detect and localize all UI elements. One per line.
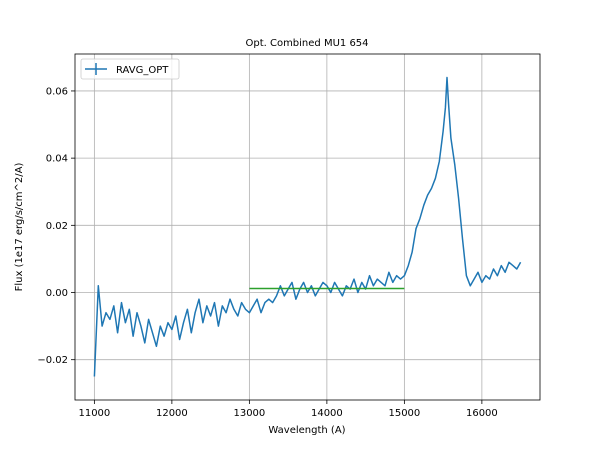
x-axis-label: Wavelength (A) bbox=[268, 425, 345, 436]
x-ticks: 11000 12000 13000 14000 15000 16000 bbox=[78, 400, 498, 419]
x-tick-label: 12000 bbox=[156, 408, 188, 419]
x-tick-label: 11000 bbox=[78, 408, 110, 419]
y-tick-label: 0.04 bbox=[46, 154, 68, 165]
plot-frame bbox=[74, 53, 541, 401]
y-tick-label: 0.06 bbox=[46, 86, 68, 97]
grid bbox=[75, 54, 540, 400]
x-tick-label: 15000 bbox=[388, 408, 420, 419]
series-layer bbox=[93, 76, 522, 377]
y-tick-label: −0.02 bbox=[37, 355, 68, 366]
y-tick-label: 0.00 bbox=[46, 288, 68, 299]
legend-box bbox=[80, 58, 180, 80]
y-axis-label: Flux (1e17 erg/s/cm^2/A) bbox=[14, 163, 25, 292]
y-ticks: −0.02 0.00 0.02 0.04 0.06 bbox=[37, 86, 75, 366]
legend: RAVG_OPT bbox=[80, 58, 180, 80]
x-tick-label: 14000 bbox=[311, 408, 343, 419]
y-tick-label: 0.02 bbox=[46, 221, 68, 232]
chart-title: Opt. Combined MU1 654 bbox=[245, 38, 368, 49]
legend-label-ravg-opt: RAVG_OPT bbox=[116, 65, 169, 76]
x-tick-label: 13000 bbox=[233, 408, 265, 419]
series-line-ravg-opt bbox=[93, 76, 522, 377]
x-tick-label: 16000 bbox=[466, 408, 498, 419]
